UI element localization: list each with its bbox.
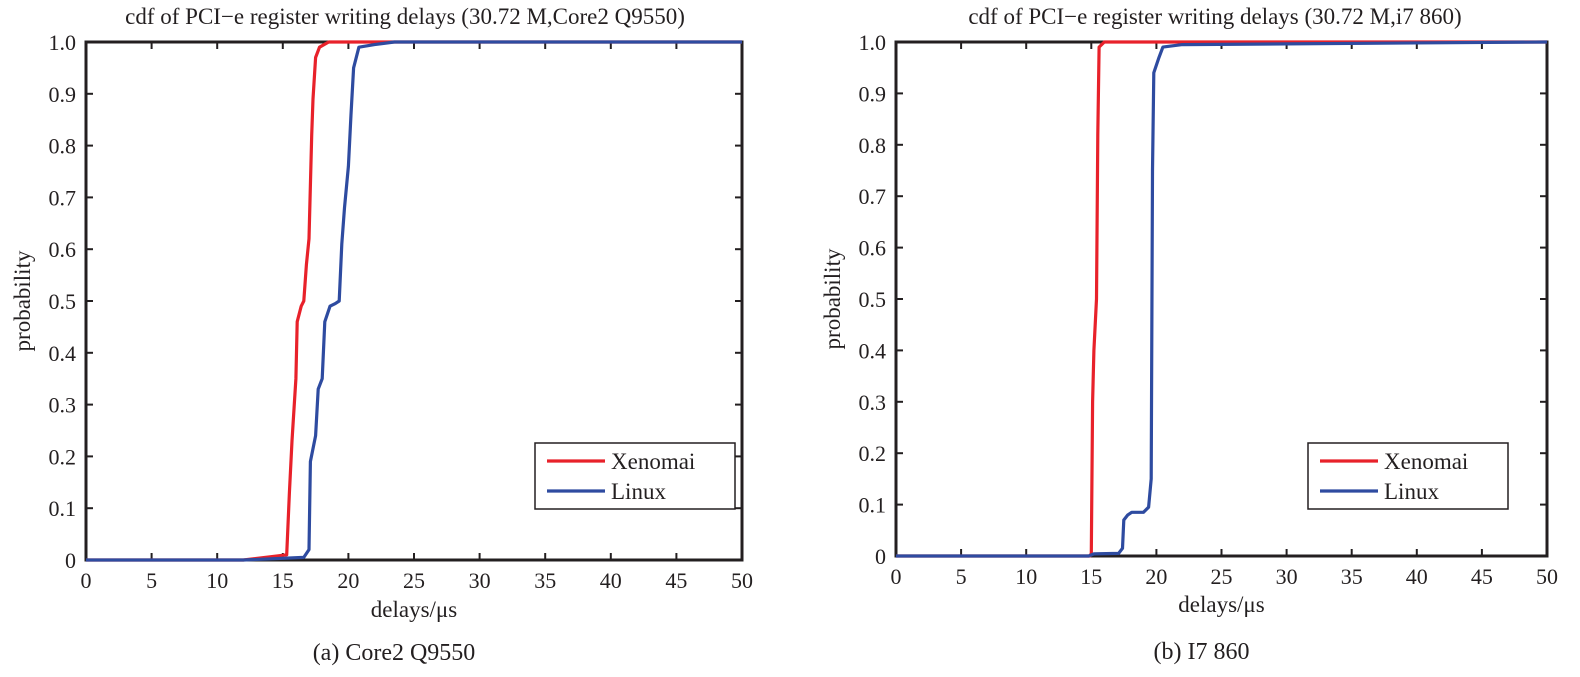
y-tick-label: 0.8 — [859, 133, 887, 158]
x-tick-label: 40 — [1406, 564, 1428, 589]
y-tick-label: 0.1 — [859, 493, 887, 518]
x-tick-label: 5 — [956, 564, 967, 589]
chart-a: cdf of PCI−e register writing delays (30… — [10, 4, 753, 666]
y-tick-label: 0.4 — [49, 341, 77, 366]
x-tick-label: 25 — [1211, 564, 1233, 589]
x-tick-label: 0 — [891, 564, 902, 589]
y-tick-label: 0.3 — [49, 393, 77, 418]
legend-label: Xenomai — [611, 449, 695, 474]
legend-label: Xenomai — [1384, 449, 1468, 474]
figure-caption: (a) Core2 Q9550 — [313, 640, 476, 666]
x-tick-label: 20 — [337, 568, 359, 593]
legend-label: Linux — [1384, 479, 1439, 504]
y-tick-label: 0.2 — [49, 444, 77, 469]
y-tick-label: 0.4 — [859, 338, 887, 363]
figure-caption: (b) I7 860 — [1154, 639, 1250, 665]
x-tick-label: 30 — [469, 568, 491, 593]
legend: Xenomai Linux — [1307, 442, 1509, 510]
y-tick-label: 0.6 — [859, 236, 887, 261]
legend-box — [534, 442, 736, 510]
x-tick-label: 40 — [600, 568, 622, 593]
series-line-linux — [896, 40, 1547, 558]
x-tick-label: 35 — [1341, 564, 1363, 589]
y-tick-label: 0.5 — [859, 287, 887, 312]
x-tick-label: 15 — [272, 568, 294, 593]
x-axis-label: delays/μs — [1178, 592, 1264, 617]
y-tick-label: 1.0 — [49, 30, 77, 55]
y-tick-label: 0.7 — [49, 185, 77, 210]
chart-b: cdf of PCI−e register writing delays (30… — [820, 4, 1558, 665]
x-tick-label: 45 — [1471, 564, 1493, 589]
legend-box — [1307, 442, 1509, 510]
x-tick-label: 0 — [81, 568, 92, 593]
y-tick-label: 0.9 — [859, 81, 887, 106]
y-tick-label: 0.1 — [49, 496, 77, 521]
legend-label: Linux — [611, 479, 666, 504]
series-line-linux — [86, 40, 742, 562]
y-tick-label: 0.9 — [49, 82, 77, 107]
x-tick-label: 45 — [665, 568, 687, 593]
y-tick-label: 1.0 — [859, 30, 887, 55]
y-tick-label: 0.6 — [49, 237, 77, 262]
x-tick-label: 50 — [1536, 564, 1558, 589]
x-tick-label: 5 — [146, 568, 157, 593]
y-axis-label: probability — [820, 248, 845, 349]
x-tick-label: 25 — [403, 568, 425, 593]
x-tick-label: 20 — [1145, 564, 1167, 589]
x-axis-label: delays/μs — [371, 597, 457, 622]
y-axis-label: probability — [10, 250, 35, 351]
x-tick-label: 30 — [1276, 564, 1298, 589]
chart-title: cdf of PCI−e register writing delays (30… — [125, 4, 685, 29]
x-tick-label: 10 — [1015, 564, 1037, 589]
y-tick-label: 0.8 — [49, 134, 77, 159]
x-tick-label: 15 — [1080, 564, 1102, 589]
legend: Xenomai Linux — [534, 442, 736, 510]
x-tick-label: 35 — [534, 568, 556, 593]
y-tick-label: 0.2 — [859, 441, 887, 466]
x-tick-label: 10 — [206, 568, 228, 593]
x-tick-label: 50 — [731, 568, 753, 593]
series-line-xenomai — [86, 40, 742, 562]
y-tick-label: 0 — [65, 548, 76, 573]
y-tick-label: 0.5 — [49, 289, 77, 314]
y-tick-label: 0.3 — [859, 390, 887, 415]
chart-title: cdf of PCI−e register writing delays (30… — [968, 4, 1461, 29]
y-tick-label: 0.7 — [859, 184, 887, 209]
y-tick-label: 0 — [875, 544, 886, 569]
